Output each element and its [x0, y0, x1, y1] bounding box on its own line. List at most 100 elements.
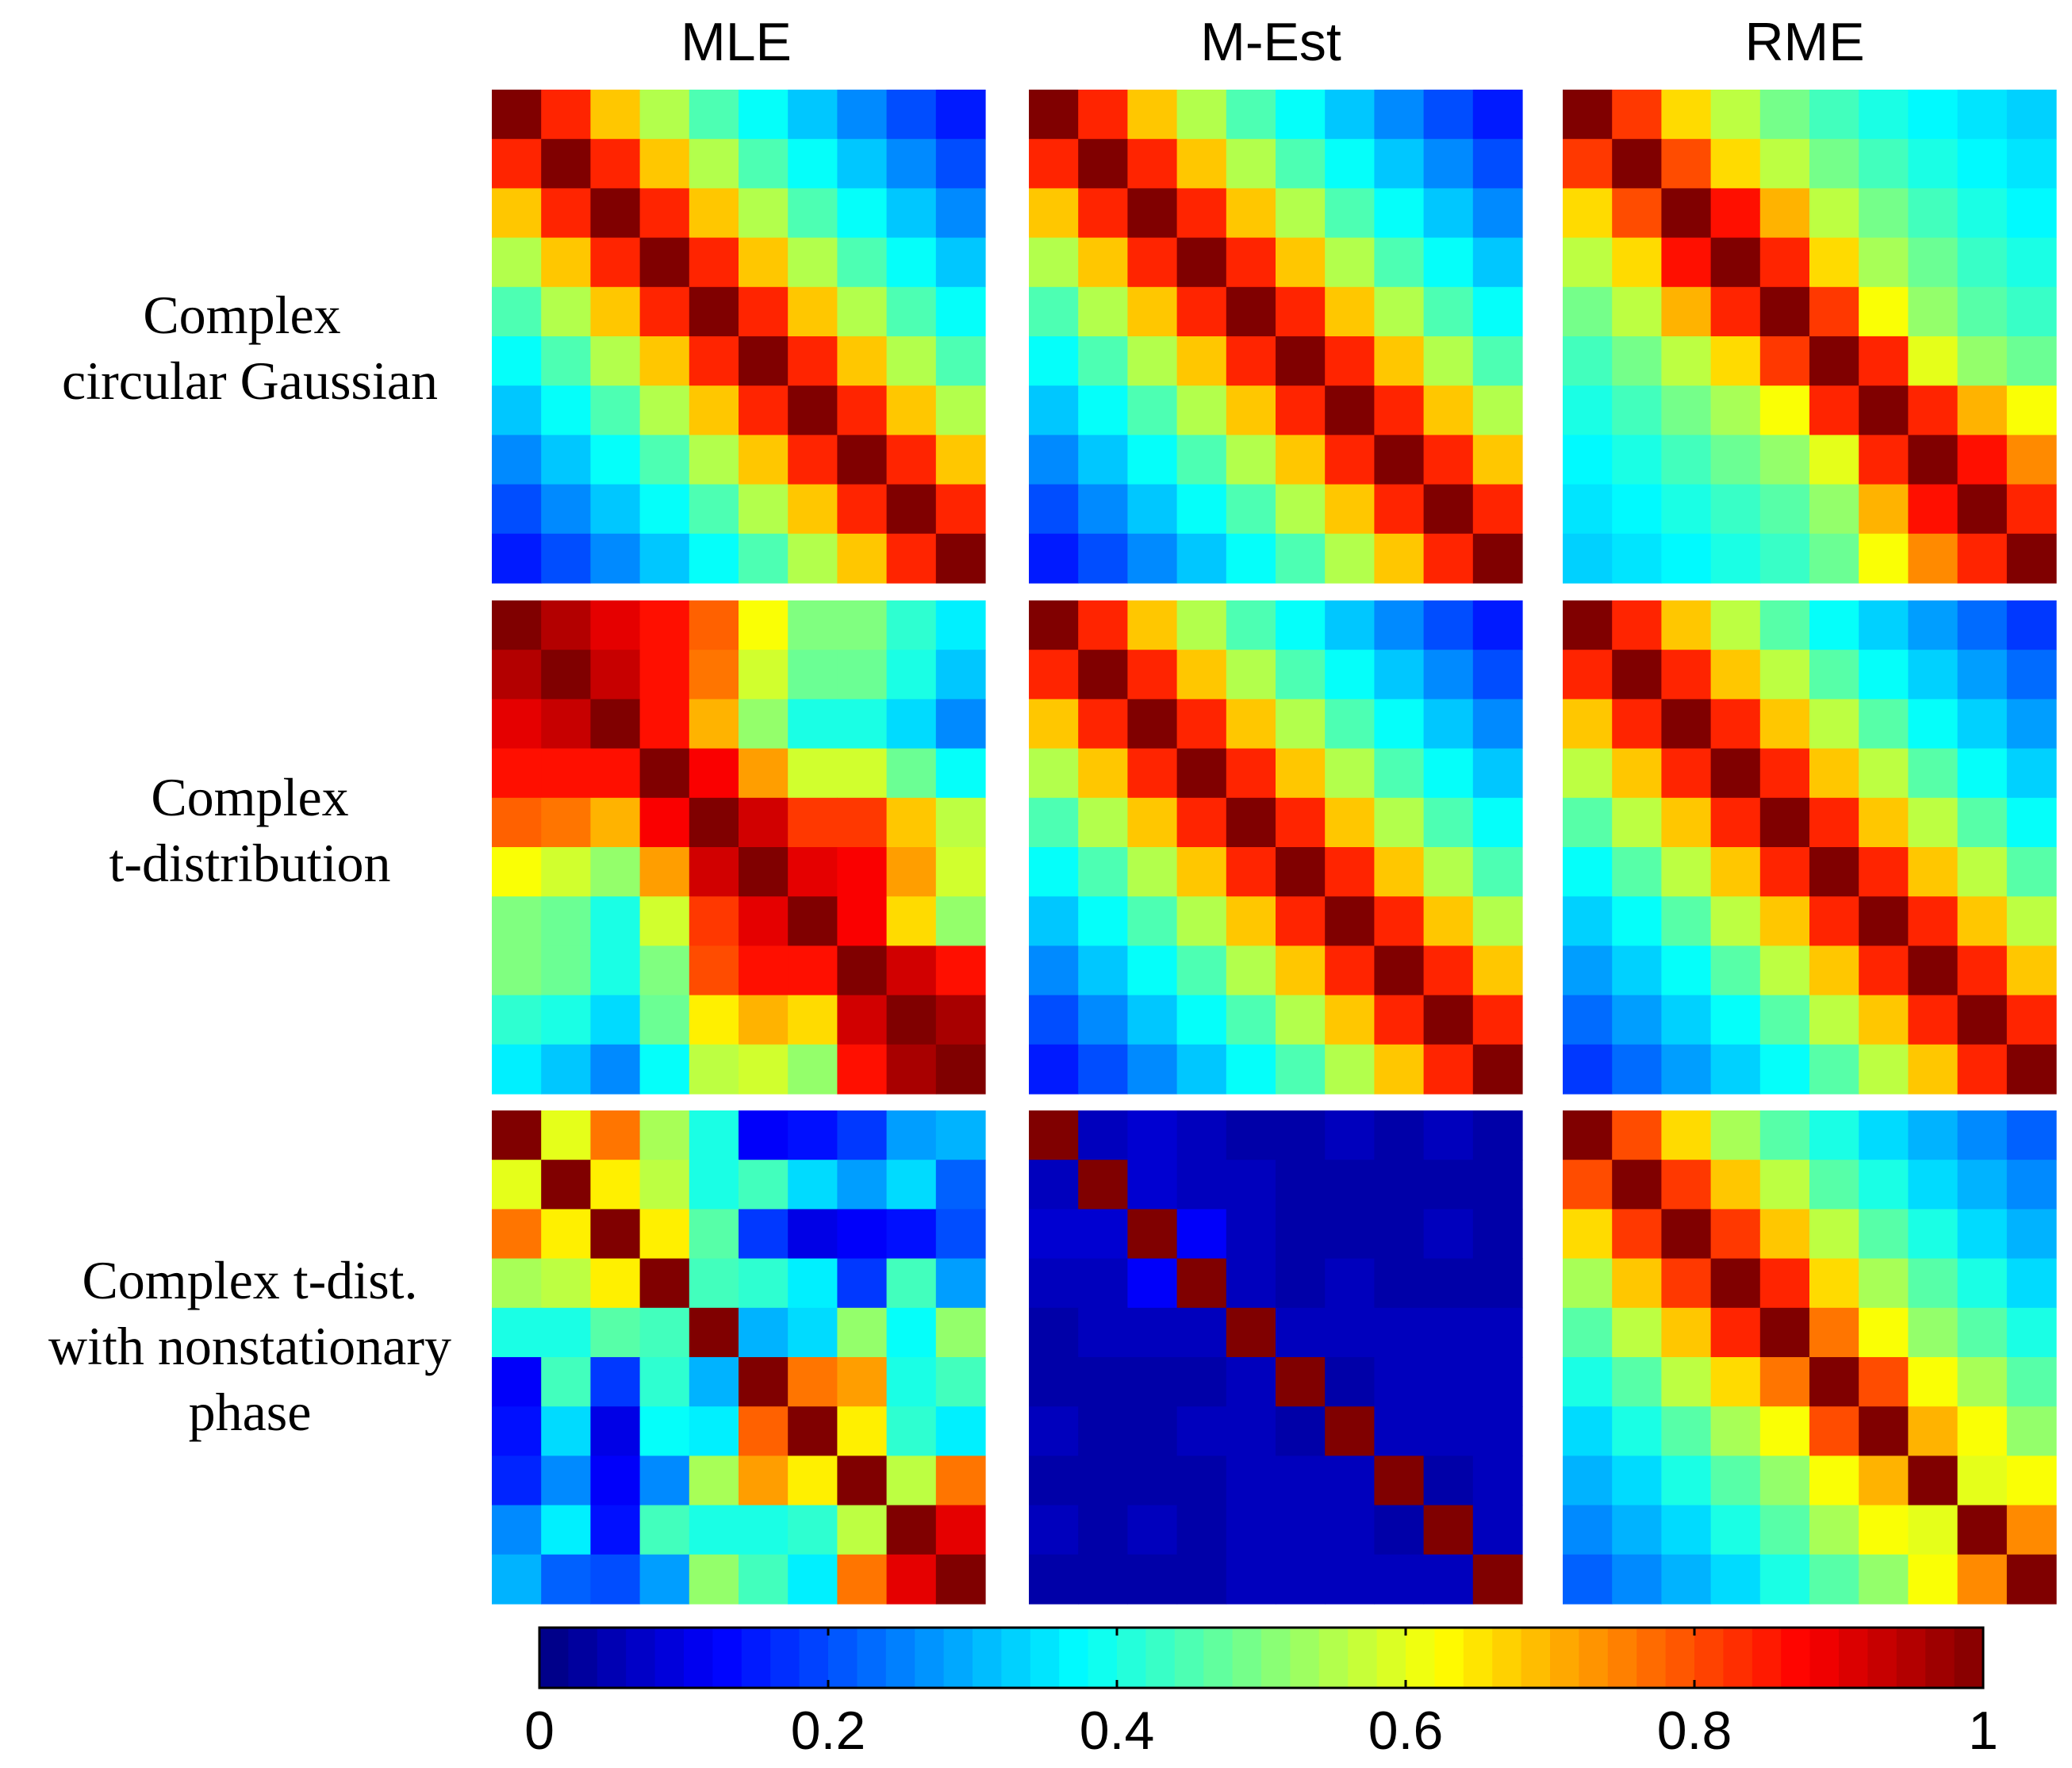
- heatmap-cell: [1226, 1505, 1276, 1555]
- heatmap-cell: [1759, 1357, 1810, 1407]
- heatmap-cell: [1325, 1357, 1375, 1407]
- heatmap-cell: [1423, 139, 1474, 189]
- heatmap-cell: [2006, 896, 2057, 946]
- heatmap-cell: [788, 139, 838, 189]
- heatmap-cell: [1908, 139, 1959, 189]
- heatmap-cell: [886, 237, 937, 288]
- heatmap-cell: [689, 286, 739, 337]
- heatmap-cell: [837, 797, 888, 848]
- heatmap-cell: [1710, 650, 1761, 700]
- heatmap-cell: [1325, 896, 1375, 946]
- heatmap-cell: [739, 286, 789, 337]
- heatmap-cell: [541, 286, 591, 337]
- heatmap-cell: [837, 1505, 888, 1555]
- heatmap-cell: [1563, 650, 1613, 700]
- heatmap-cell: [1127, 945, 1178, 996]
- heatmap-cell: [2006, 1357, 2057, 1407]
- heatmap-cell: [1078, 1044, 1128, 1095]
- heatmap-cell: [1908, 1209, 1959, 1260]
- heatmap-cell: [1472, 286, 1523, 337]
- heatmap-cell: [1710, 699, 1761, 750]
- heatmap-cell: [492, 1554, 542, 1605]
- heatmap-cell: [1374, 188, 1425, 239]
- heatmap-cell: [1423, 650, 1474, 700]
- heatmap-cell: [739, 237, 789, 288]
- colorbar-segment: [1636, 1628, 1667, 1688]
- heatmap-cell: [1127, 1505, 1178, 1555]
- heatmap-cell: [1809, 1455, 1859, 1506]
- heatmap-cell: [492, 90, 542, 140]
- heatmap-cell: [1276, 1406, 1326, 1456]
- heatmap-cell: [1176, 435, 1227, 485]
- colorbar-segment: [1261, 1628, 1291, 1688]
- heatmap-cell: [492, 286, 542, 337]
- heatmap-cell: [1176, 1209, 1227, 1260]
- heatmap-cell: [689, 1554, 739, 1605]
- heatmap-cell: [788, 1307, 838, 1358]
- heatmap-cell: [1374, 237, 1425, 288]
- heatmap-cell: [837, 995, 888, 1045]
- heatmap-cell: [739, 1505, 789, 1555]
- heatmap-cell: [886, 896, 937, 946]
- heatmap-cell: [689, 600, 739, 650]
- heatmap-cell: [1957, 1110, 2008, 1160]
- heatmap-cell: [1226, 600, 1276, 650]
- colorbar-segment: [1781, 1628, 1811, 1688]
- heatmap-cell: [1176, 847, 1227, 897]
- heatmap-cell: [1661, 1505, 1712, 1555]
- heatmap-cell: [639, 847, 690, 897]
- heatmap-cell: [541, 1406, 591, 1456]
- colorbar-segment: [1550, 1628, 1579, 1688]
- heatmap-cell: [1710, 600, 1761, 650]
- heatmap-cell: [886, 385, 937, 435]
- heatmap-cell: [739, 650, 789, 700]
- heatmap-cell: [1563, 1455, 1613, 1506]
- heatmap-cell: [1957, 1406, 2008, 1456]
- heatmap-cell: [1710, 1357, 1761, 1407]
- colorbar-segment: [943, 1628, 973, 1688]
- heatmap-cell: [492, 847, 542, 897]
- heatmap-cell: [837, 1258, 888, 1309]
- heatmap-cell: [1226, 435, 1276, 485]
- heatmap-cell: [1759, 336, 1810, 386]
- heatmap-cell: [1809, 188, 1859, 239]
- heatmap-cell: [1078, 896, 1128, 946]
- heatmap-cell: [541, 650, 591, 700]
- heatmap-cell: [935, 1357, 986, 1407]
- colorbar-segment: [1925, 1628, 1955, 1688]
- heatmap-cell: [935, 995, 986, 1045]
- heatmap-cell: [590, 188, 641, 239]
- heatmap-cell: [492, 1455, 542, 1506]
- heatmap-cell: [1859, 945, 1909, 996]
- heatmap-cell: [1563, 139, 1613, 189]
- heatmap-cell: [1325, 484, 1375, 535]
- heatmap-cell: [1325, 1455, 1375, 1506]
- heatmap-cell: [541, 1160, 591, 1210]
- heatmap-cell: [935, 1554, 986, 1605]
- heatmap-cell: [1563, 1209, 1613, 1260]
- heatmap-cell: [1957, 90, 2008, 140]
- heatmap-cell: [1226, 1554, 1276, 1605]
- heatmap-cell: [1472, 484, 1523, 535]
- heatmap-cell: [1661, 699, 1712, 750]
- heatmap-cell: [837, 896, 888, 946]
- heatmap-cell: [1176, 650, 1227, 700]
- colorbar-segment: [1723, 1628, 1753, 1688]
- heatmap-cell: [1661, 995, 1712, 1045]
- heatmap-cell: [492, 650, 542, 700]
- heatmap-cell: [1029, 336, 1079, 386]
- heatmap-cell: [935, 435, 986, 485]
- heatmap-cell: [1957, 533, 2008, 584]
- heatmap-cell: [788, 1044, 838, 1095]
- heatmap-cell: [1176, 995, 1227, 1045]
- heatmap-cell: [492, 1044, 542, 1095]
- heatmap-cell: [739, 385, 789, 435]
- heatmap-cell: [1029, 600, 1079, 650]
- heatmap-cell: [1759, 1209, 1810, 1260]
- colorbar-segment: [1001, 1628, 1031, 1688]
- heatmap-panel-r2-c2: [1029, 600, 1523, 1095]
- heatmap-cell: [1612, 1160, 1662, 1210]
- heatmap-cell: [1859, 896, 1909, 946]
- heatmap-cell: [1029, 1505, 1079, 1555]
- heatmap-cell: [886, 188, 937, 239]
